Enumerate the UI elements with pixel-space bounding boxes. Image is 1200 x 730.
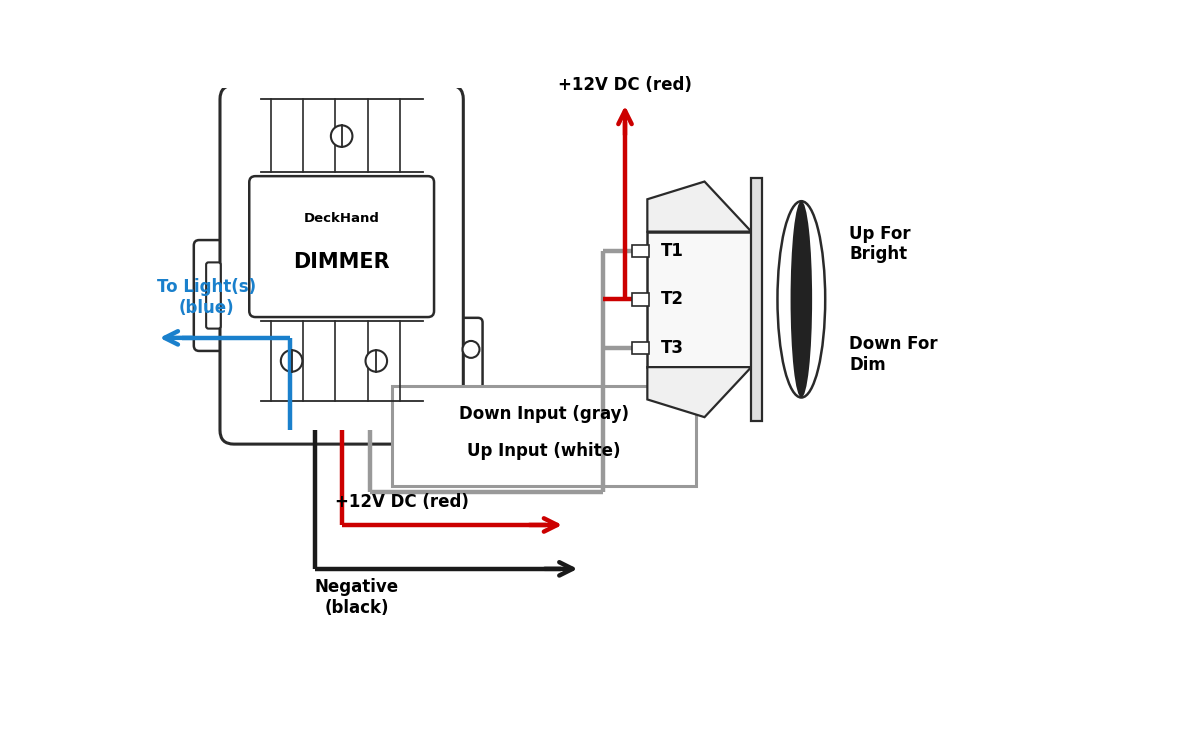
Text: Up Input (white): Up Input (white) [467,442,620,461]
Text: DIMMER: DIMMER [293,252,390,272]
Text: T1: T1 [661,242,684,260]
Text: DeckHand: DeckHand [304,212,379,225]
Bar [632,245,649,257]
Text: To Light(s)
(blue): To Light(s) (blue) [157,278,256,318]
Text: Down Input (gray): Down Input (gray) [458,405,629,423]
Text: T3: T3 [661,339,684,357]
Text: Up For
Bright: Up For Bright [850,225,911,264]
Circle shape [462,341,480,358]
Text: +12V DC (red): +12V DC (red) [336,493,469,511]
Text: T2: T2 [661,291,684,308]
Circle shape [331,126,353,147]
Bar [632,293,649,306]
Ellipse shape [778,201,826,398]
Circle shape [281,350,302,372]
Text: Down For
Dim: Down For Dim [850,335,937,374]
Bar [647,231,751,367]
FancyBboxPatch shape [194,240,241,351]
Text: +12V DC (red): +12V DC (red) [558,76,692,93]
FancyBboxPatch shape [220,85,463,444]
FancyBboxPatch shape [440,318,482,388]
Bar [632,342,649,354]
Ellipse shape [791,201,812,398]
Circle shape [366,350,388,372]
FancyBboxPatch shape [250,176,434,317]
Polygon shape [647,367,751,417]
Bar [751,177,762,421]
FancyBboxPatch shape [391,386,696,486]
Polygon shape [647,182,751,231]
FancyBboxPatch shape [206,262,221,328]
Text: Negative
(black): Negative (black) [314,578,400,617]
